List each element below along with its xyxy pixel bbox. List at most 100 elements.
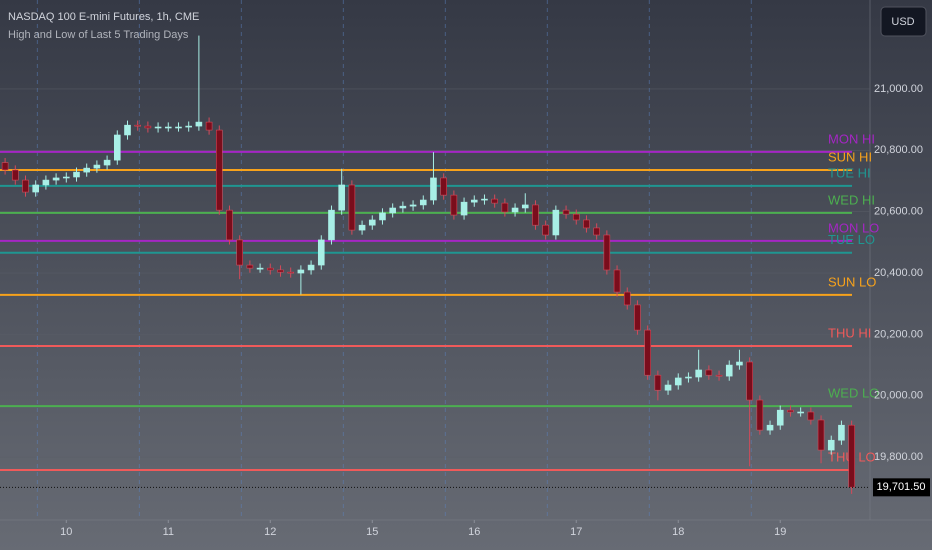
y-tick-label: 21,000.00 <box>874 83 923 95</box>
candle-body <box>11 169 19 181</box>
candle-body <box>73 171 80 178</box>
candle-body <box>419 199 427 206</box>
candle-body <box>736 361 743 366</box>
candle-body <box>685 376 692 379</box>
currency-label[interactable]: USD <box>891 16 914 28</box>
candle-body <box>256 267 264 270</box>
grid <box>0 0 870 520</box>
chart-title: NASDAQ 100 E-mini Futures, 1h, CME <box>8 11 199 23</box>
candle-body <box>113 134 121 161</box>
candle-body <box>205 121 213 131</box>
candle-body <box>583 219 590 229</box>
y-tick-label: 20,200.00 <box>874 328 923 340</box>
candle-body <box>776 409 784 426</box>
chart-subtitle: High and Low of Last 5 Trading Days <box>8 29 189 41</box>
candle-body <box>409 204 417 207</box>
level-label: TUE HI <box>828 165 871 180</box>
candle-body <box>389 207 396 214</box>
candle-body <box>511 207 519 213</box>
candle-body <box>470 199 478 203</box>
candle-body <box>83 167 90 173</box>
candle-body <box>226 209 233 241</box>
candle-body <box>52 177 60 181</box>
y-tick-label: 20,400.00 <box>874 267 923 279</box>
candle-body <box>379 212 386 221</box>
candle-body <box>827 439 835 451</box>
candle-body <box>164 126 172 129</box>
candle-body <box>124 124 131 136</box>
candle-body <box>756 399 764 431</box>
candle-body <box>22 179 29 193</box>
candle-body <box>307 264 315 271</box>
candle-body <box>501 202 509 213</box>
candle-body <box>521 204 529 209</box>
x-tick-label: 15 <box>366 526 378 538</box>
candle-body <box>42 179 50 186</box>
last-price-box <box>873 478 930 497</box>
candle-body <box>195 121 203 127</box>
x-tick-label: 16 <box>468 526 480 538</box>
candle-body <box>613 269 621 293</box>
level-label: MON HI <box>828 131 875 146</box>
level-label: MON LO <box>828 220 879 235</box>
candle-body <box>664 384 672 391</box>
x-tick-label: 10 <box>60 526 72 538</box>
candle-body <box>144 125 152 129</box>
candle-body <box>807 411 815 421</box>
x-tick-label: 19 <box>774 526 786 538</box>
candle-body <box>542 224 549 236</box>
candle-body <box>552 209 560 236</box>
candle-body <box>277 269 284 273</box>
candle-body <box>134 124 141 127</box>
level-label: TUE LO <box>828 232 875 247</box>
currency-button[interactable] <box>880 6 927 37</box>
candle-body <box>338 184 345 211</box>
candle-body <box>634 304 641 331</box>
candle-body <box>787 409 794 413</box>
candle-body <box>481 198 488 201</box>
candle-body <box>746 361 753 401</box>
candle-body <box>450 194 458 216</box>
candle-body <box>358 224 366 231</box>
candle-body <box>725 364 733 377</box>
candle-body <box>297 269 305 274</box>
candle-body <box>236 239 243 266</box>
candle-body <box>532 204 539 226</box>
candle-body <box>460 201 468 216</box>
candle-body <box>838 424 845 441</box>
x-tick-label: 11 <box>163 526 174 538</box>
x-tick-label: 12 <box>264 526 276 538</box>
candle-body <box>266 267 274 271</box>
candle-body <box>695 369 702 378</box>
candle-body <box>572 213 580 221</box>
candles <box>1 35 855 494</box>
candle-body <box>317 239 325 266</box>
candle-body <box>430 177 437 201</box>
level-label: WED HI <box>828 192 875 207</box>
candle-body <box>817 419 825 451</box>
x-tick-label: 18 <box>672 526 684 538</box>
candle-body <box>715 374 723 377</box>
candle-body <box>654 374 662 391</box>
y-tick-label: 20,600.00 <box>874 206 923 218</box>
candle-body <box>705 369 713 376</box>
candle-body <box>348 184 356 231</box>
level-label: SUN HI <box>828 149 872 164</box>
candle-body <box>797 411 804 414</box>
candle-body <box>368 219 376 226</box>
x-tick-label: 17 <box>570 526 582 538</box>
candle-body <box>399 205 407 209</box>
level-label: SUN LO <box>828 274 876 289</box>
candle-body <box>593 227 600 236</box>
candle-body <box>491 198 498 204</box>
candle-body <box>154 126 162 129</box>
candle-body <box>287 271 294 274</box>
candle-body <box>644 329 651 376</box>
y-tick-label: 20,800.00 <box>874 144 923 156</box>
candle-body <box>562 209 570 215</box>
candle-body <box>185 125 192 128</box>
